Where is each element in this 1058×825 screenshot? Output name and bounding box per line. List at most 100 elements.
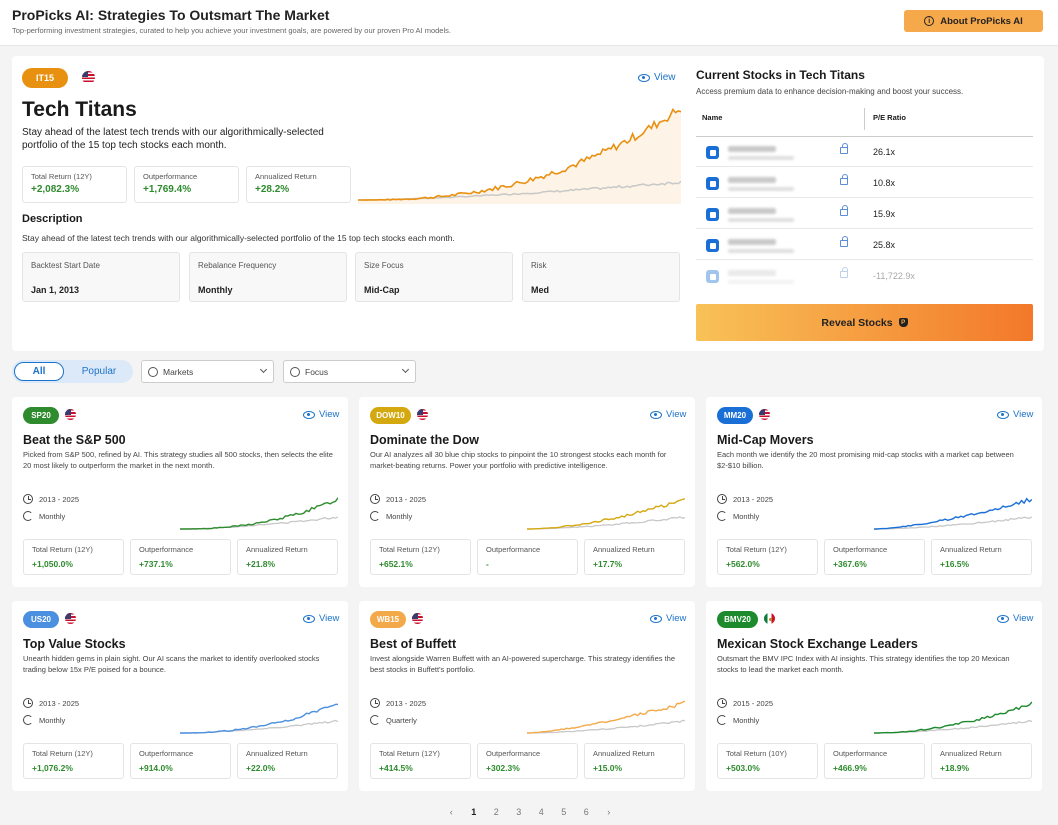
strategy-badge: DOW10 [370,407,411,424]
stat-label: Outperformance [486,545,541,554]
filter-all-button[interactable]: All [14,362,64,381]
lock-icon[interactable] [840,205,848,216]
stat-label: Outperformance [833,749,888,758]
stat-box: Total Return (10Y) +503.0% [717,743,818,779]
view-link[interactable]: View [997,613,1033,624]
prev-page-button[interactable]: ‹ [449,807,453,817]
hidden-stock-name [728,177,776,183]
info-label: Rebalance Frequency [198,261,277,270]
eye-icon [650,410,662,419]
strategy-line [527,498,685,530]
lock-icon[interactable] [840,236,848,247]
backtest-period: 2013 - 2025 [23,494,79,504]
info-label: Backtest Start Date [31,261,100,270]
strategy-line [180,497,338,530]
lock-icon[interactable] [840,267,848,278]
stat-value: +21.8% [246,559,276,569]
view-label: View [319,409,340,420]
view-link[interactable]: View [650,613,686,624]
column-header-name: Name [702,113,723,122]
strategy-description: Picked from S&P 500, refined by AI. This… [23,450,333,470]
info-value: Med [531,285,549,295]
stat-label: Annualized Return [255,172,317,181]
page-1[interactable]: 1 [471,807,477,817]
stat-total-return: Total Return (12Y) +2,082.3% [22,166,127,203]
stat-value: +22.0% [246,763,276,773]
table-row: -11,722.9x [696,261,1033,291]
view-link[interactable]: View [638,72,676,83]
stat-label: Total Return (12Y) [32,749,93,758]
markets-dropdown[interactable]: Markets [141,360,274,383]
period-label: 2015 - 2025 [733,698,774,708]
page-header: ProPicks AI: Strategies To Outsmart The … [0,0,1058,46]
strategy-line [180,703,338,734]
strategy-line [527,700,685,734]
focus-dropdown[interactable]: Focus [283,360,416,383]
benchmark-line [527,719,685,734]
chevron-down-icon [401,365,410,374]
pe-ratio: 25.8x [873,240,896,250]
stat-box: Outperformance +302.3% [477,743,578,779]
strategy-card[interactable]: SP20 View Beat the S&P 500 Picked from S… [12,397,348,587]
company-logo-icon [706,208,719,221]
stat-label: Total Return (12Y) [726,545,787,554]
strategy-badge: WB15 [370,611,406,628]
period-label: 2013 - 2025 [733,494,774,504]
stat-box: Outperformance - [477,539,578,575]
lock-icon[interactable] [840,174,848,185]
stat-value: +18.9% [940,763,970,773]
strategy-badge: SP20 [23,407,59,424]
stat-box: Total Return (12Y) +1,050.0% [23,539,124,575]
view-link[interactable]: View [303,613,339,624]
clock-icon [717,494,727,504]
info-value: Mid-Cap [364,285,400,295]
about-propicks-button[interactable]: i About ProPicks AI [904,10,1043,32]
page-5[interactable]: 5 [561,807,567,817]
hidden-stock-name [728,239,776,245]
backtest-period: 2013 - 2025 [370,698,426,708]
benchmark-line [874,516,1032,530]
stat-value: +414.5% [379,763,413,773]
refresh-icon [23,511,33,521]
reveal-stocks-button[interactable]: Reveal Stocks P [696,304,1033,341]
table-header-divider [696,136,1033,137]
column-divider [864,108,865,130]
table-row: 10.8x [696,168,1033,198]
page-3[interactable]: 3 [516,807,522,817]
frequency-label: Monthly [733,511,760,521]
strategy-card[interactable]: BMV20 View Mexican Stock Exchange Leader… [706,601,1042,791]
refresh-icon [717,511,727,521]
stat-value: +2,082.3% [31,184,80,195]
stat-value: +737.1% [139,559,173,569]
strategy-card[interactable]: DOW10 View Dominate the Dow Our AI analy… [359,397,695,587]
view-link[interactable]: View [303,409,339,420]
hidden-stock-ticker [728,218,794,222]
next-page-button[interactable]: › [607,807,611,817]
us-flag-icon [412,613,423,624]
filter-popular-button[interactable]: Popular [81,366,117,377]
company-logo-icon [706,239,719,252]
refresh-icon [370,511,380,521]
strategy-card[interactable]: MM20 View Mid-Cap Movers Each month we i… [706,397,1042,587]
rebalance-frequency: Quarterly [370,715,417,725]
rebalance-frequency: Monthly [717,511,759,521]
target-icon [290,367,300,377]
frequency-label: Quarterly [386,715,417,725]
view-link[interactable]: View [650,409,686,420]
stat-value: +302.3% [486,763,520,773]
stat-value: +16.5% [940,559,970,569]
page-2[interactable]: 2 [493,807,499,817]
clock-icon [370,494,380,504]
lock-icon[interactable] [840,143,848,154]
page-4[interactable]: 4 [538,807,544,817]
info-size-focus: Size Focus Mid-Cap [355,252,513,302]
current-stocks-title: Current Stocks in Tech Titans [696,68,865,82]
strategy-card[interactable]: WB15 View Best of Buffett Invest alongsi… [359,601,695,791]
stat-value: +1,076.2% [32,763,73,773]
view-link[interactable]: View [997,409,1033,420]
page-title: ProPicks AI: Strategies To Outsmart The … [12,7,330,23]
stat-label: Annualized Return [940,749,1002,758]
page-6[interactable]: 6 [583,807,589,817]
strategy-card[interactable]: US20 View Top Value Stocks Unearth hidde… [12,601,348,791]
info-value: Monthly [198,285,233,295]
